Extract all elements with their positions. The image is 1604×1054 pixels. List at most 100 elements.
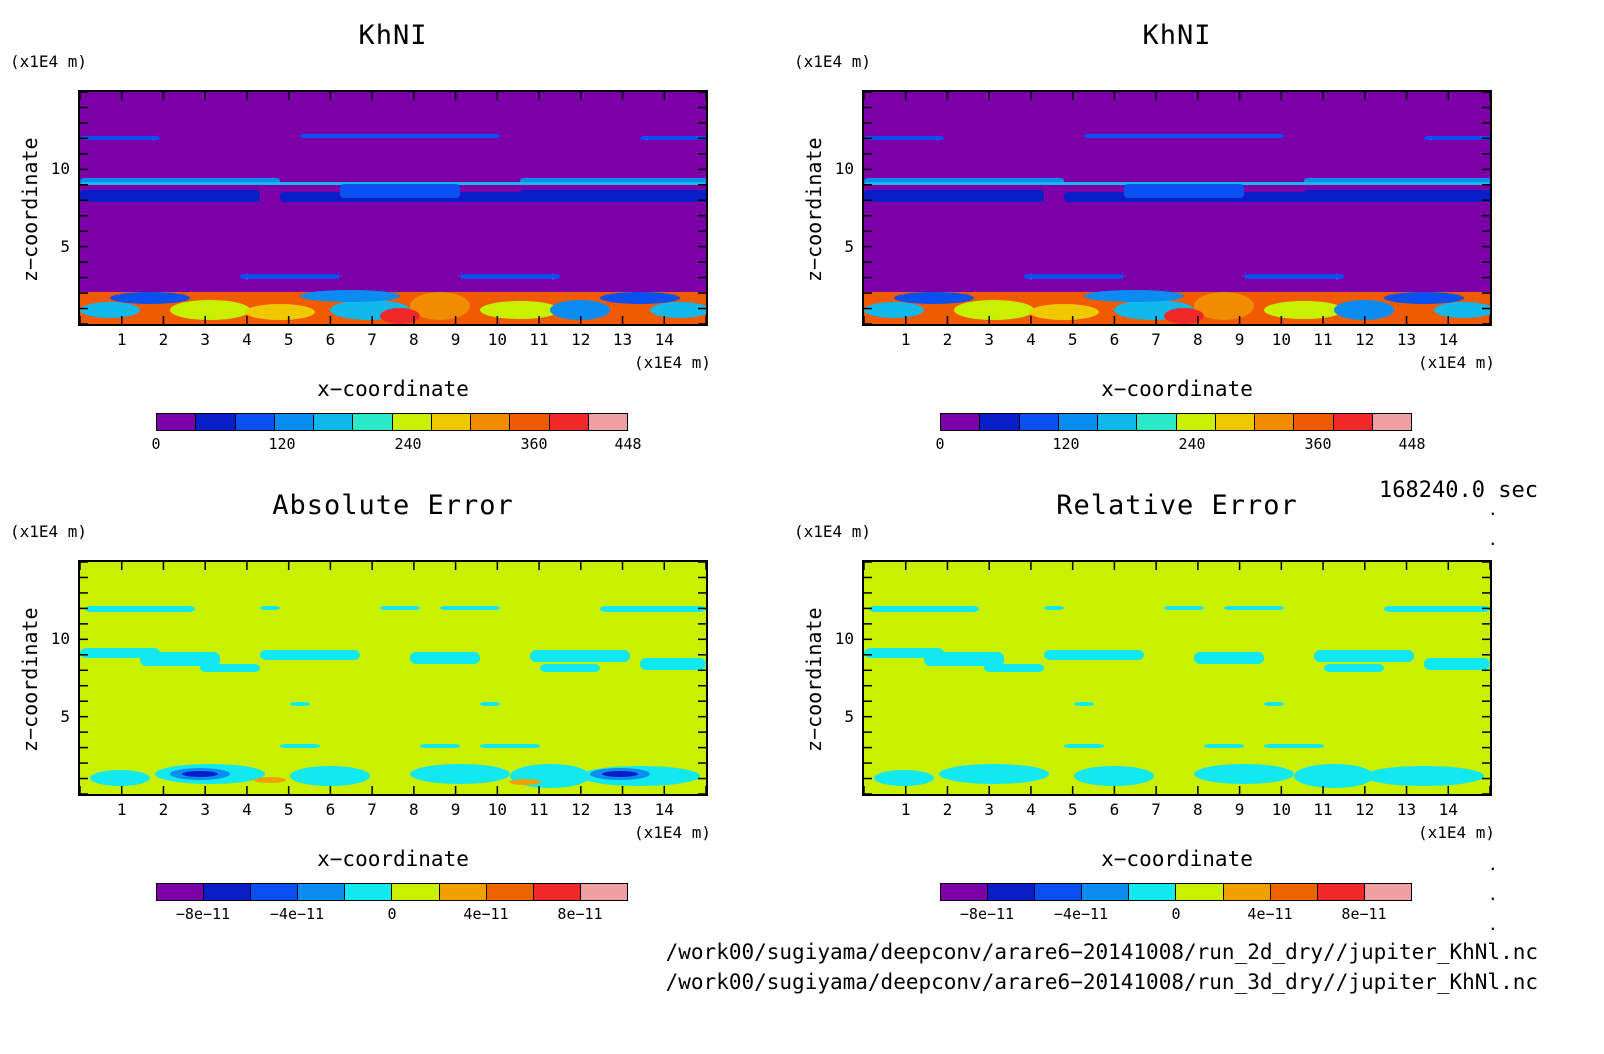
colorbar-label: 360 <box>1304 435 1332 453</box>
x-axis-label: x−coordinate <box>1101 847 1253 871</box>
contour-blob <box>1364 766 1484 786</box>
contour-blob <box>509 779 541 785</box>
colorbar-segment <box>941 884 989 900</box>
contour-band <box>984 664 1044 672</box>
x-tick-label: 10 <box>487 330 507 349</box>
colorbar-segment <box>1082 884 1130 900</box>
contour-blob <box>874 770 934 786</box>
colorbar-segment <box>204 884 252 900</box>
colorbar-label: 240 <box>394 435 422 453</box>
colorbar-segment <box>1035 884 1083 900</box>
x-tick-label: 13 <box>1396 800 1417 819</box>
contour-band <box>640 136 706 140</box>
x-tick-label: 3 <box>200 800 210 819</box>
chart-title: KhNI <box>358 20 428 51</box>
x-tick-label: 11 <box>529 330 549 349</box>
contour-blob <box>254 777 286 783</box>
colorbar-label: 240 <box>1178 435 1206 453</box>
colorbar-segment <box>471 414 511 430</box>
x-tick-label: 5 <box>1067 330 1078 349</box>
contour-blob <box>894 292 974 304</box>
colorbar-segment <box>1176 414 1216 430</box>
y-axis-label: z−coordinate <box>802 137 826 283</box>
colorbar-segment <box>251 884 299 900</box>
y-tick-label: 5 <box>60 706 70 726</box>
y-axis-label: z−coordinate <box>802 607 826 753</box>
x-tick-label: 4 <box>1026 800 1036 819</box>
contour-blob <box>1434 302 1490 318</box>
chart-title: Absolute Error <box>272 490 514 521</box>
x-axis-unit: (x1E4 m) <box>634 353 712 372</box>
colorbar-segment <box>1333 414 1373 430</box>
field-background <box>864 92 1490 324</box>
contour-band <box>380 606 420 610</box>
colorbar-segment <box>486 884 534 900</box>
x-tick-label: 8 <box>409 800 419 819</box>
dot-marker: . <box>1488 885 1498 904</box>
y-axis-unit: (x1E4 m) <box>794 52 872 71</box>
colorbar-segment <box>988 884 1036 900</box>
field-background <box>80 92 706 324</box>
contour-blob <box>1074 766 1154 786</box>
x-tick-label: 4 <box>1026 330 1036 349</box>
x-tick-label: 2 <box>158 330 169 349</box>
contour-band <box>1424 136 1490 140</box>
contour-band <box>1304 190 1490 202</box>
dot-marker: . <box>1488 855 1498 874</box>
x-tick-label: 4 <box>242 330 252 349</box>
contour-blob <box>170 300 250 320</box>
contour-blob <box>1384 292 1464 304</box>
y-axis-label: z−coordinate <box>18 607 42 753</box>
contour-band <box>80 136 160 140</box>
contour-blob <box>939 764 1049 784</box>
contour-blob <box>410 292 470 320</box>
colorbar-label: 8e−11 <box>1341 905 1387 923</box>
colorbar-segment <box>196 414 236 430</box>
colorbar-label: −4e−11 <box>269 905 325 923</box>
colorbar-segment <box>941 414 981 430</box>
x-tick-label: 12 <box>1355 800 1375 819</box>
x-tick-label: 11 <box>529 800 549 819</box>
contour-blob <box>1294 764 1374 788</box>
x-tick-label: 2 <box>942 330 953 349</box>
colorbar-segment <box>1270 884 1318 900</box>
contour-field <box>864 562 1490 794</box>
colorbar-segment <box>431 414 471 430</box>
x-axis-unit: (x1E4 m) <box>1418 823 1496 842</box>
x-tick-label: 8 <box>1193 330 1203 349</box>
x-tick-label: 12 <box>571 330 591 349</box>
x-tick-label: 3 <box>200 330 210 349</box>
x-tick-label: 13 <box>612 800 633 819</box>
contour-blob <box>650 302 706 318</box>
contour-band <box>420 744 460 748</box>
colorbar-segment <box>1058 414 1098 430</box>
chart-panel-3: Absolute Error (x1E4 m) z−coordinate 1 2 3 4 5 6… <box>0 470 784 940</box>
contour-band <box>1314 650 1414 662</box>
chart-panel-4: Relative Error (x1E4 m) z−coordinate 1 2 3 4 5 6… <box>784 470 1568 940</box>
contour-band <box>1084 134 1284 138</box>
x-tick-label: 2 <box>942 800 953 819</box>
contour-blob <box>300 290 400 302</box>
contour-band <box>1204 744 1244 748</box>
contour-band <box>1194 652 1264 664</box>
colorbar-segment <box>274 414 314 430</box>
contour-blob <box>550 300 610 320</box>
contour-band <box>1324 664 1384 672</box>
x-tick-label: 11 <box>1313 330 1333 349</box>
colorbar <box>940 883 1412 901</box>
plot-area <box>78 560 708 796</box>
colorbar-label: 4e−11 <box>1247 905 1293 923</box>
contour-band <box>864 136 944 140</box>
field-background <box>864 562 1490 794</box>
colorbar-segment <box>353 414 393 430</box>
contour-band <box>864 648 944 658</box>
y-axis-unit: (x1E4 m) <box>10 522 88 541</box>
contour-blob <box>600 292 680 304</box>
x-tick-label: 1 <box>900 800 911 819</box>
dot-marker: . <box>1488 915 1498 934</box>
x-tick-label: 14 <box>654 800 674 819</box>
colorbar-segment <box>1129 884 1177 900</box>
y-tick-label: 5 <box>844 236 854 256</box>
x-tick-label: 7 <box>367 330 377 349</box>
x-tick-label: 5 <box>1067 800 1078 819</box>
